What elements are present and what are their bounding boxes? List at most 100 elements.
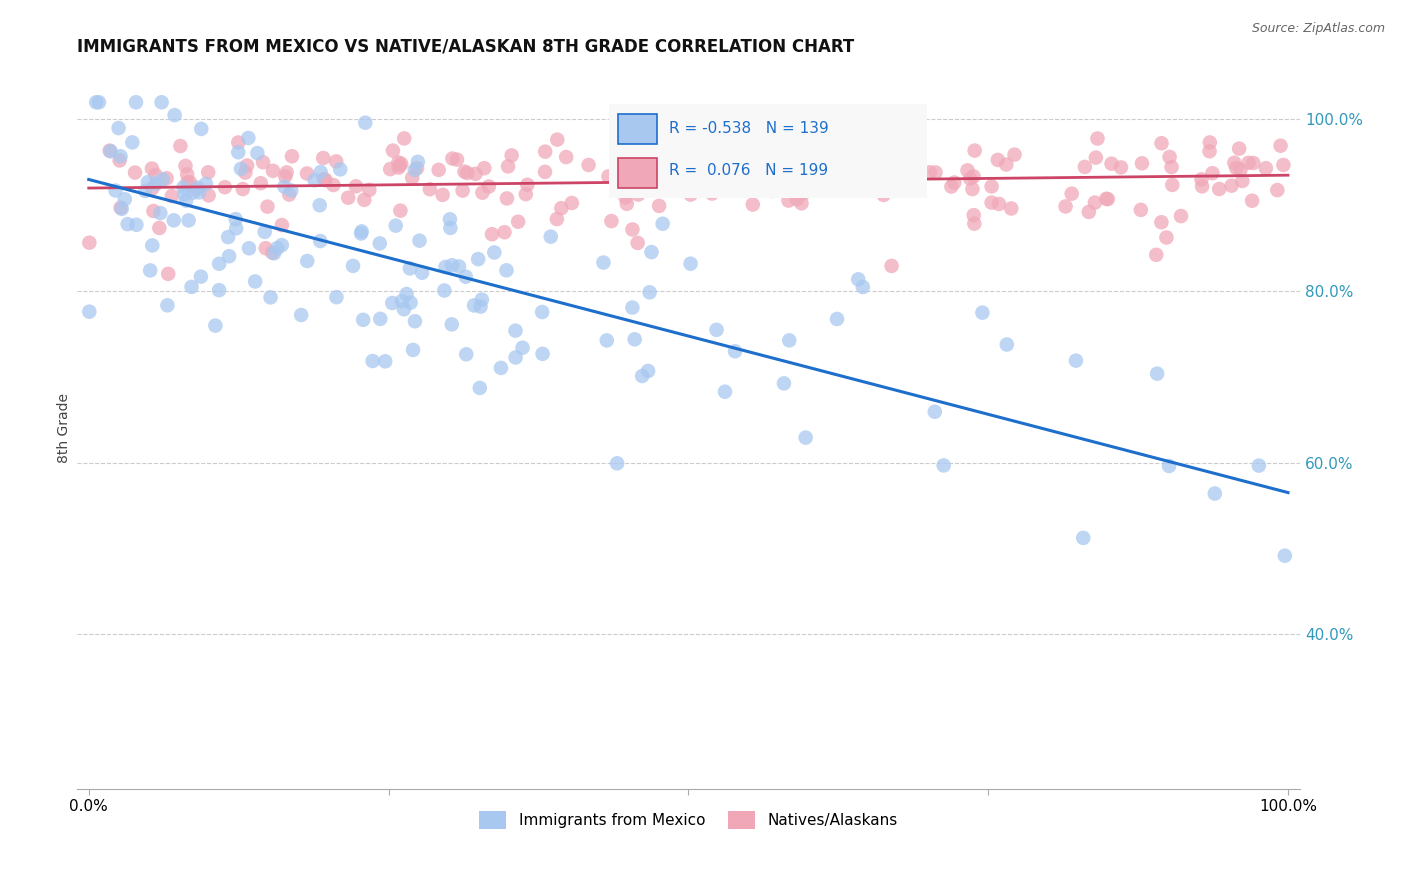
Point [368,236,391,251]
Point [821,175,844,189]
Point [314,172,336,186]
Point [344,179,367,194]
Point [263,246,285,260]
Point [844,168,866,182]
Point [84,95,107,110]
Point [441,258,464,272]
Point [1109,161,1132,175]
Point [471,293,494,307]
Point [616,196,638,211]
Point [793,186,815,200]
Point [830,145,852,160]
Point [1054,199,1077,213]
Point [962,169,984,184]
Point [706,323,728,337]
Point [350,224,373,238]
Point [1004,147,1026,161]
Point [761,161,783,175]
Point [246,146,269,161]
Point [181,186,204,200]
Point [470,300,492,314]
Point [1060,186,1083,201]
Point [315,173,337,187]
Point [395,287,418,301]
Point [139,263,162,277]
Point [87,95,110,110]
Point [148,221,170,235]
Text: IMMIGRANTS FROM MEXICO VS NATIVE/ALASKAN 8TH GRADE CORRELATION CHART: IMMIGRANTS FROM MEXICO VS NATIVE/ALASKAN… [77,37,853,55]
Point [1130,156,1153,170]
Point [434,260,457,274]
Point [617,180,640,194]
Point [621,222,644,236]
Point [208,257,231,271]
Point [266,241,288,255]
Point [1000,202,1022,216]
Point [169,139,191,153]
Point [1064,353,1087,368]
Point [1159,150,1181,164]
Point [770,172,793,186]
Point [512,341,534,355]
Point [453,164,475,178]
Point [125,218,148,232]
Point [924,405,946,419]
Point [273,179,295,194]
Point [1084,151,1107,165]
Point [387,161,409,175]
Point [1254,161,1277,176]
Point [860,172,883,186]
Point [652,178,675,192]
Point [1071,531,1094,545]
Point [831,168,853,182]
Point [648,199,671,213]
Point [1232,174,1254,188]
Point [495,263,517,277]
Point [419,182,441,196]
Point [516,178,538,192]
Point [596,334,619,348]
Point [145,168,167,182]
Point [702,157,724,171]
Point [540,229,562,244]
Point [190,269,212,284]
Point [79,304,101,318]
Point [862,161,884,175]
Point [1101,157,1123,171]
Point [156,171,179,186]
Point [226,145,249,160]
Point [1097,192,1119,206]
Point [406,161,429,176]
Point [141,181,163,195]
Point [679,187,702,202]
Point [1274,549,1296,563]
Point [214,180,236,194]
Point [179,175,201,189]
Point [229,161,252,176]
Point [1144,248,1167,262]
Point [184,182,207,196]
Point [1198,136,1220,150]
Point [384,219,406,233]
Point [496,160,519,174]
Point [392,302,415,317]
Point [359,183,381,197]
Point [427,162,450,177]
Point [411,266,433,280]
Point [389,157,412,171]
Point [439,221,461,235]
Point [391,294,413,309]
Point [472,161,495,176]
Point [621,301,644,315]
Point [276,165,298,179]
Point [308,198,330,212]
Point [447,260,470,274]
Point [494,225,516,239]
Point [232,182,254,196]
Point [600,214,623,228]
Point [531,347,554,361]
Point [1095,192,1118,206]
Point [402,343,425,357]
Point [754,162,776,177]
Point [707,175,730,189]
